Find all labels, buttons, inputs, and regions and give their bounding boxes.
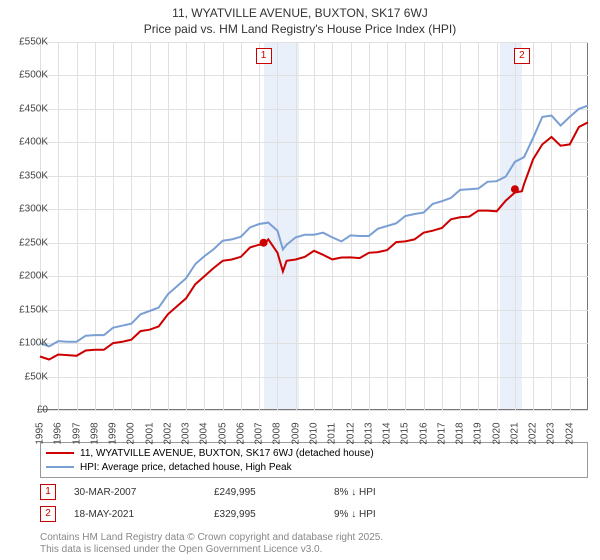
legend-label: 11, WYATVILLE AVENUE, BUXTON, SK17 6WJ (…	[80, 448, 374, 459]
y-axis-label: £150K	[8, 304, 48, 315]
y-axis-label: £500K	[8, 70, 48, 81]
y-axis-label: £550K	[8, 37, 48, 48]
x-axis-label: 2014	[382, 419, 393, 449]
x-axis-label: 2006	[235, 419, 246, 449]
sale-marker-box: 2	[514, 48, 530, 64]
x-axis-label: 2001	[144, 419, 155, 449]
sale-date: 30-MAR-2007	[74, 487, 214, 498]
x-axis-label: 2022	[528, 419, 539, 449]
x-axis-label: 2004	[199, 419, 210, 449]
x-axis-label: 2019	[473, 419, 484, 449]
footer-line-2: This data is licensed under the Open Gov…	[40, 544, 322, 555]
x-axis-label: 1999	[108, 419, 119, 449]
x-axis-label: 2003	[181, 419, 192, 449]
legend-label: HPI: Average price, detached house, High…	[80, 462, 292, 473]
sale-marker-ref: 1	[40, 484, 56, 500]
series-hpi	[40, 106, 588, 347]
x-axis-label: 2023	[546, 419, 557, 449]
y-axis-label: £50K	[8, 371, 48, 382]
y-axis-label: £250K	[8, 237, 48, 248]
x-axis-label: 2021	[509, 419, 520, 449]
y-axis-label: £400K	[8, 137, 48, 148]
x-axis-label: 2007	[254, 419, 265, 449]
y-axis-label: £200K	[8, 271, 48, 282]
sale-diff: 8% ↓ HPI	[334, 487, 434, 498]
legend-item: HPI: Average price, detached house, High…	[46, 460, 582, 474]
x-axis-label: 2020	[491, 419, 502, 449]
x-axis-label: 1997	[71, 419, 82, 449]
sale-price: £249,995	[214, 487, 334, 498]
sale-marker-box: 1	[256, 48, 272, 64]
x-axis-label: 2012	[345, 419, 356, 449]
sale-marker-ref: 2	[40, 506, 56, 522]
x-axis-label: 2005	[217, 419, 228, 449]
x-axis-label: 2016	[418, 419, 429, 449]
x-axis-label: 2008	[272, 419, 283, 449]
y-axis-label: £350K	[8, 170, 48, 181]
legend-swatch	[46, 452, 74, 454]
x-axis-label: 1995	[35, 419, 46, 449]
x-axis-label: 2018	[455, 419, 466, 449]
x-axis-label: 2013	[363, 419, 374, 449]
gridline-h	[40, 410, 588, 411]
x-axis-label: 2002	[162, 419, 173, 449]
sale-row: 2 18-MAY-2021£329,9959% ↓ HPI	[40, 506, 588, 522]
x-axis-label: 2015	[400, 419, 411, 449]
sale-diff: 9% ↓ HPI	[334, 509, 434, 520]
sale-price: £329,995	[214, 509, 334, 520]
x-axis-label: 2010	[309, 419, 320, 449]
x-axis-label: 1996	[53, 419, 64, 449]
x-axis-label: 2024	[564, 419, 575, 449]
plot-area: 12	[40, 42, 588, 410]
y-axis-label: £100K	[8, 338, 48, 349]
x-axis-label: 2017	[436, 419, 447, 449]
series-property	[40, 122, 588, 359]
sale-date: 18-MAY-2021	[74, 509, 214, 520]
footer-line-1: Contains HM Land Registry data © Crown c…	[40, 532, 383, 543]
sale-row: 1 30-MAR-2007£249,9958% ↓ HPI	[40, 484, 588, 500]
sale-dot	[511, 185, 519, 193]
x-axis-label: 2000	[126, 419, 137, 449]
legend-swatch	[46, 466, 74, 468]
x-axis-label: 1998	[89, 419, 100, 449]
y-axis-label: £0	[8, 405, 48, 416]
x-axis-label: 2009	[290, 419, 301, 449]
chart-title: 11, WYATVILLE AVENUE, BUXTON, SK17 6WJ	[0, 6, 600, 20]
chart-subtitle: Price paid vs. HM Land Registry's House …	[0, 22, 600, 36]
y-axis-label: £450K	[8, 103, 48, 114]
line-svg	[40, 42, 588, 410]
y-axis-label: £300K	[8, 204, 48, 215]
chart-container: 11, WYATVILLE AVENUE, BUXTON, SK17 6WJ P…	[0, 0, 600, 560]
x-axis-label: 2011	[327, 419, 338, 449]
sale-dot	[260, 239, 268, 247]
